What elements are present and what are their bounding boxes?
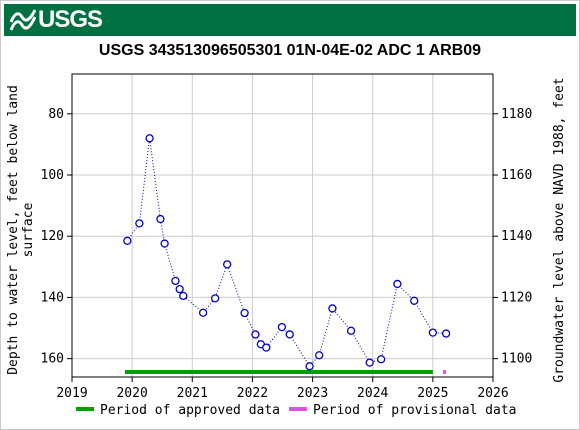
data-point — [277, 322, 287, 332]
grid-lines — [72, 74, 493, 377]
data-point — [428, 328, 438, 337]
data-point — [135, 219, 144, 228]
right-y-tick-label: 1140 — [501, 229, 532, 244]
right-axis-label: Groundwater level above NAVD 1988, feet — [552, 77, 567, 382]
x-tick-label: 2022 — [237, 386, 268, 401]
data-point — [441, 329, 451, 338]
data-point — [175, 285, 184, 294]
data-point — [240, 308, 249, 318]
chart-title: USGS 343513096505301 01N-04E-02 ADC 1 AR… — [98, 42, 482, 59]
left-y-tick-label: 80 — [48, 107, 64, 122]
data-point — [305, 362, 314, 371]
data-points — [123, 134, 451, 371]
data-period-bars — [124, 370, 447, 374]
data-point — [285, 330, 294, 339]
provisional-period-bar — [443, 370, 447, 374]
data-point — [346, 326, 356, 335]
right-y-axis: 1100 1120 1140 1160 1180 — [493, 107, 532, 367]
left-y-axis: 80 100 120 140 160 — [41, 107, 72, 367]
left-y-tick-label: 140 — [41, 290, 64, 305]
data-point — [123, 236, 132, 245]
right-y-tick-label: 1180 — [501, 107, 532, 122]
data-point — [251, 330, 260, 339]
data-point — [393, 279, 402, 289]
data-point — [156, 214, 165, 224]
legend: Period of approved data Period of provis… — [76, 403, 517, 418]
legend-provisional-swatch — [289, 407, 307, 411]
x-tick-label: 2024 — [357, 386, 388, 401]
data-point — [223, 260, 232, 269]
x-tick-label: 2025 — [417, 386, 448, 401]
legend-approved-swatch — [76, 407, 94, 411]
left-axis-label-line-2: surface — [21, 202, 36, 257]
data-point — [160, 239, 169, 248]
legend-approved-label: Period of approved data — [100, 403, 280, 418]
data-point — [376, 355, 386, 364]
right-y-tick-label: 1160 — [501, 168, 532, 183]
legend-provisional-label: Period of provisional data — [313, 403, 517, 418]
data-point — [315, 351, 324, 360]
data-point — [171, 276, 180, 286]
left-axis-label-line-1: Depth to water level, feet below land — [6, 85, 21, 375]
x-tick-label: 2026 — [477, 386, 508, 401]
data-point — [179, 291, 188, 301]
x-tick-label: 2020 — [116, 386, 147, 401]
x-axis: 2019 2020 2021 2022 2023 2024 2025 2026 — [56, 377, 509, 401]
usgs-logo-text: USGS — [38, 6, 103, 33]
right-y-tick-label: 1100 — [501, 352, 532, 367]
usgs-wave-icon — [10, 9, 36, 31]
approved-period-bar — [124, 370, 433, 374]
data-point — [365, 358, 374, 367]
usgs-logo[interactable]: USGS — [10, 6, 103, 33]
x-tick-label: 2021 — [177, 386, 208, 401]
x-tick-label: 2019 — [56, 386, 87, 401]
data-point — [328, 304, 337, 313]
left-y-tick-label: 100 — [41, 168, 64, 183]
usgs-banner: USGS — [4, 4, 576, 36]
right-y-tick-label: 1120 — [501, 290, 532, 305]
data-point — [145, 134, 154, 143]
data-point — [210, 294, 220, 303]
data-point — [262, 343, 271, 352]
plot-area-border — [71, 73, 494, 378]
left-y-tick-label: 120 — [41, 229, 64, 244]
x-tick-label: 2023 — [297, 386, 328, 401]
data-point — [198, 308, 208, 317]
data-point — [410, 296, 419, 305]
left-y-tick-label: 160 — [41, 352, 64, 367]
